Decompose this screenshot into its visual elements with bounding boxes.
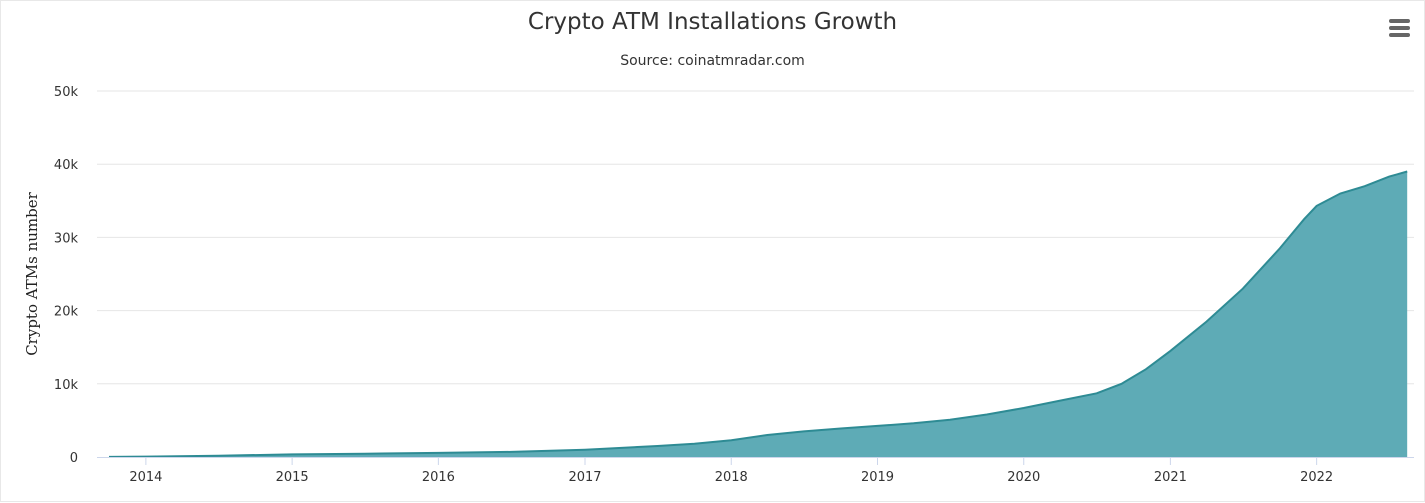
x-tick-label: 2014 (129, 470, 162, 485)
y-axis-title: Crypto ATMs number (23, 191, 41, 355)
y-tick-label: 10k (54, 378, 79, 393)
y-tick-label: 40k (54, 158, 79, 173)
x-tick-label: 2016 (422, 470, 455, 485)
y-tick-label: 20k (54, 305, 79, 320)
x-tick-label: 2019 (861, 470, 894, 485)
y-tick-label: 50k (54, 85, 79, 100)
area-line (108, 170, 1408, 458)
menu-bar (1389, 26, 1410, 30)
x-tick-label: 2018 (715, 470, 748, 485)
x-tick-label: 2017 (568, 470, 601, 485)
chart-subtitle: Source: coinatmradar.com (620, 53, 805, 69)
menu-bar (1389, 19, 1410, 23)
axes (97, 457, 1414, 465)
y-axis-tick-labels: 0 10k 20k 30k 40k 50k (54, 85, 79, 466)
chart-title: Crypto ATM Installations Growth (527, 9, 898, 35)
y-tick-label: 30k (54, 231, 79, 246)
area-series (108, 170, 1408, 458)
x-tick-label: 2020 (1007, 470, 1040, 485)
x-tick-label: 2021 (1154, 470, 1187, 485)
menu-bar (1389, 33, 1410, 37)
x-tick-label: 2022 (1300, 470, 1333, 485)
x-axis-tick-labels: 2014 2015 2016 2017 2018 2019 2020 2021 2022 (129, 470, 1333, 485)
area-fill (109, 171, 1408, 457)
x-tick-label: 2015 (276, 470, 309, 485)
y-tick-label: 0 (70, 451, 78, 466)
hamburger-menu-icon[interactable] (1389, 19, 1413, 41)
